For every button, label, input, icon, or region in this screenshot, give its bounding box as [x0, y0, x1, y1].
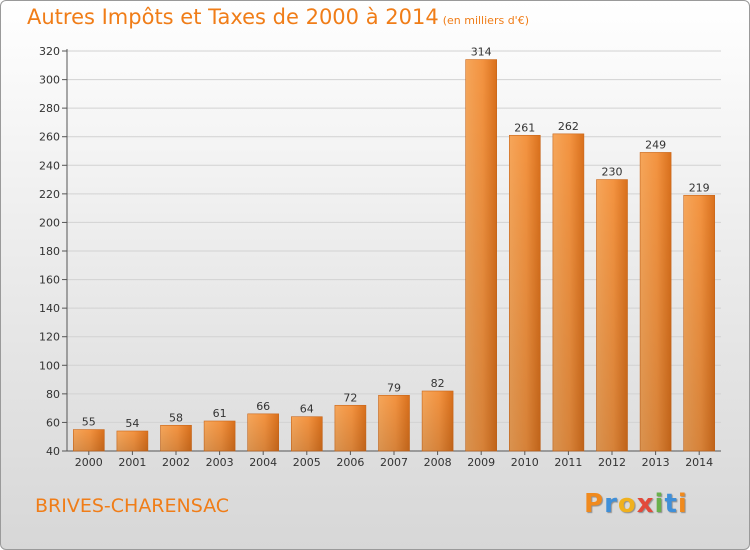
y-tick-label: 100: [39, 359, 60, 372]
y-tick-label: 40: [46, 445, 60, 458]
bar-value-label: 54: [125, 417, 139, 430]
y-tick-label: 260: [39, 131, 60, 144]
x-tick-label: 2005: [293, 456, 321, 469]
bar-group: 55: [73, 416, 105, 452]
bar-shade: [552, 133, 584, 451]
logo-letter: P: [584, 489, 605, 519]
bar-shade: [596, 179, 628, 452]
bar-group: 54: [116, 417, 149, 452]
y-tick-labels: 40 60 80 100 120 140 160 180 200 220 240 260 280 300 3…: [39, 45, 60, 458]
chart-title-text: Autres Impôts et Taxes de 2000 à 2014: [27, 5, 439, 29]
bar-group: 82: [421, 377, 454, 452]
bar-group: 314: [465, 46, 498, 452]
bar-value-label: 79: [387, 381, 401, 394]
y-tick-label: 120: [39, 331, 60, 344]
bar-shade: [465, 59, 497, 451]
bar-group: 249: [639, 138, 672, 452]
bar-value-label: 219: [689, 181, 710, 194]
logo-letter: t: [664, 489, 678, 519]
bar-value-label: 55: [82, 416, 96, 429]
bar-shade: [247, 413, 279, 451]
chart-subtitle: (en milliers d'€): [442, 14, 529, 27]
bar-shade: [73, 429, 105, 451]
bar-value-label: 61: [213, 407, 227, 420]
bar-shade: [160, 425, 192, 451]
x-tick-label: 2001: [118, 456, 146, 469]
bar-group: 230: [596, 166, 628, 452]
bar-shade: [334, 405, 366, 451]
x-tick-label: 2011: [554, 456, 582, 469]
bar-value-label: 82: [431, 377, 445, 390]
x-tick-label: 2014: [685, 456, 713, 469]
logo-letter: i: [654, 489, 665, 519]
y-tick-label: 140: [39, 302, 60, 315]
commune-name: BRIVES-CHARENSAC: [35, 495, 230, 517]
bar-group: 61: [203, 407, 236, 452]
x-tick-label: 2000: [75, 456, 103, 469]
y-tick-label: 220: [39, 188, 60, 201]
x-tick-label: 2008: [424, 456, 452, 469]
bar-group: 261: [508, 121, 541, 452]
bar-shade: [291, 416, 323, 451]
bar-group: 72: [334, 391, 367, 452]
x-tick-label: 2002: [162, 456, 190, 469]
bar-value-label: 230: [602, 166, 623, 179]
bar-shade: [378, 395, 410, 451]
y-tick-label: 280: [39, 102, 60, 115]
x-tick-label: 2003: [206, 456, 234, 469]
logo-letter: i: [677, 489, 688, 519]
x-tick-label: 2013: [642, 456, 670, 469]
logo-letter: x: [636, 489, 655, 519]
y-tick-label: 200: [39, 216, 60, 229]
bars: 55 54 58 61 66 64 72 79 82 314 261 262 230 249 219: [73, 46, 716, 452]
bar-shade: [422, 391, 454, 451]
proxiti-logo: Proxiti: [584, 489, 688, 519]
bar-group: 262: [552, 120, 585, 452]
y-tick-label: 160: [39, 274, 60, 287]
x-tick-labels: 2000 2001 2002 2003 2004 2005 2006 2007 2008 2009…: [75, 456, 713, 469]
bar-value-label: 314: [471, 46, 492, 59]
x-tick-label: 2007: [380, 456, 408, 469]
bar-value-label: 72: [343, 391, 357, 404]
x-tick-label: 2004: [249, 456, 277, 469]
y-tick-label: 320: [39, 45, 60, 58]
bar-group: 79: [378, 381, 410, 452]
y-tick-label: 80: [46, 388, 60, 401]
bar-group: 66: [247, 400, 279, 452]
logo-letter: r: [604, 489, 618, 519]
bar-group: 58: [160, 411, 192, 452]
x-tick-label: 2012: [598, 456, 626, 469]
x-tick-label: 2006: [336, 456, 364, 469]
chart-title: Autres Impôts et Taxes de 2000 à 2014 (en…: [27, 5, 529, 29]
bar-value-label: 66: [256, 400, 270, 413]
bar-group: 219: [683, 181, 716, 452]
logo-letter: o: [617, 489, 637, 519]
y-tick-label: 180: [39, 245, 60, 258]
bar-shade: [204, 421, 236, 451]
x-tick-label: 2010: [511, 456, 539, 469]
y-tick-label: 300: [39, 74, 60, 87]
bar-value-label: 64: [300, 403, 314, 416]
y-tick-label: 60: [46, 416, 60, 429]
bar-shade: [509, 135, 541, 452]
bar-shade: [683, 195, 715, 451]
bar-group: 64: [290, 403, 323, 452]
bar-value-label: 58: [169, 411, 183, 424]
bar-value-label: 261: [514, 121, 535, 134]
bar-value-label: 249: [645, 138, 666, 151]
x-tick-label: 2009: [467, 456, 495, 469]
bar-shade: [116, 431, 148, 451]
y-tick-label: 240: [39, 159, 60, 172]
bar-value-label: 262: [558, 120, 579, 133]
bar-shade: [640, 152, 672, 451]
